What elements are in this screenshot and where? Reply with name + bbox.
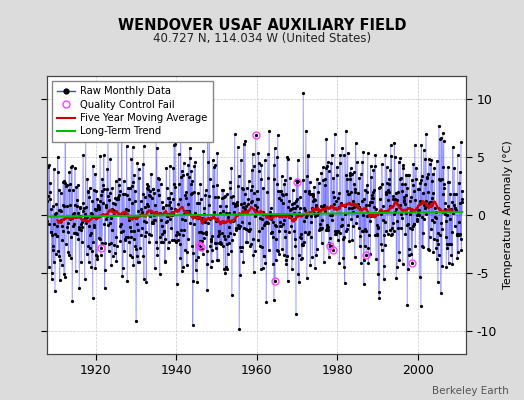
Text: 40.727 N, 114.034 W (United States): 40.727 N, 114.034 W (United States) (153, 32, 371, 45)
Text: Berkeley Earth: Berkeley Earth (432, 386, 508, 396)
Legend: Raw Monthly Data, Quality Control Fail, Five Year Moving Average, Long-Term Tren: Raw Monthly Data, Quality Control Fail, … (52, 81, 213, 142)
Text: WENDOVER USAF AUXILIARY FIELD: WENDOVER USAF AUXILIARY FIELD (118, 18, 406, 33)
Y-axis label: Temperature Anomaly (°C): Temperature Anomaly (°C) (503, 141, 512, 289)
